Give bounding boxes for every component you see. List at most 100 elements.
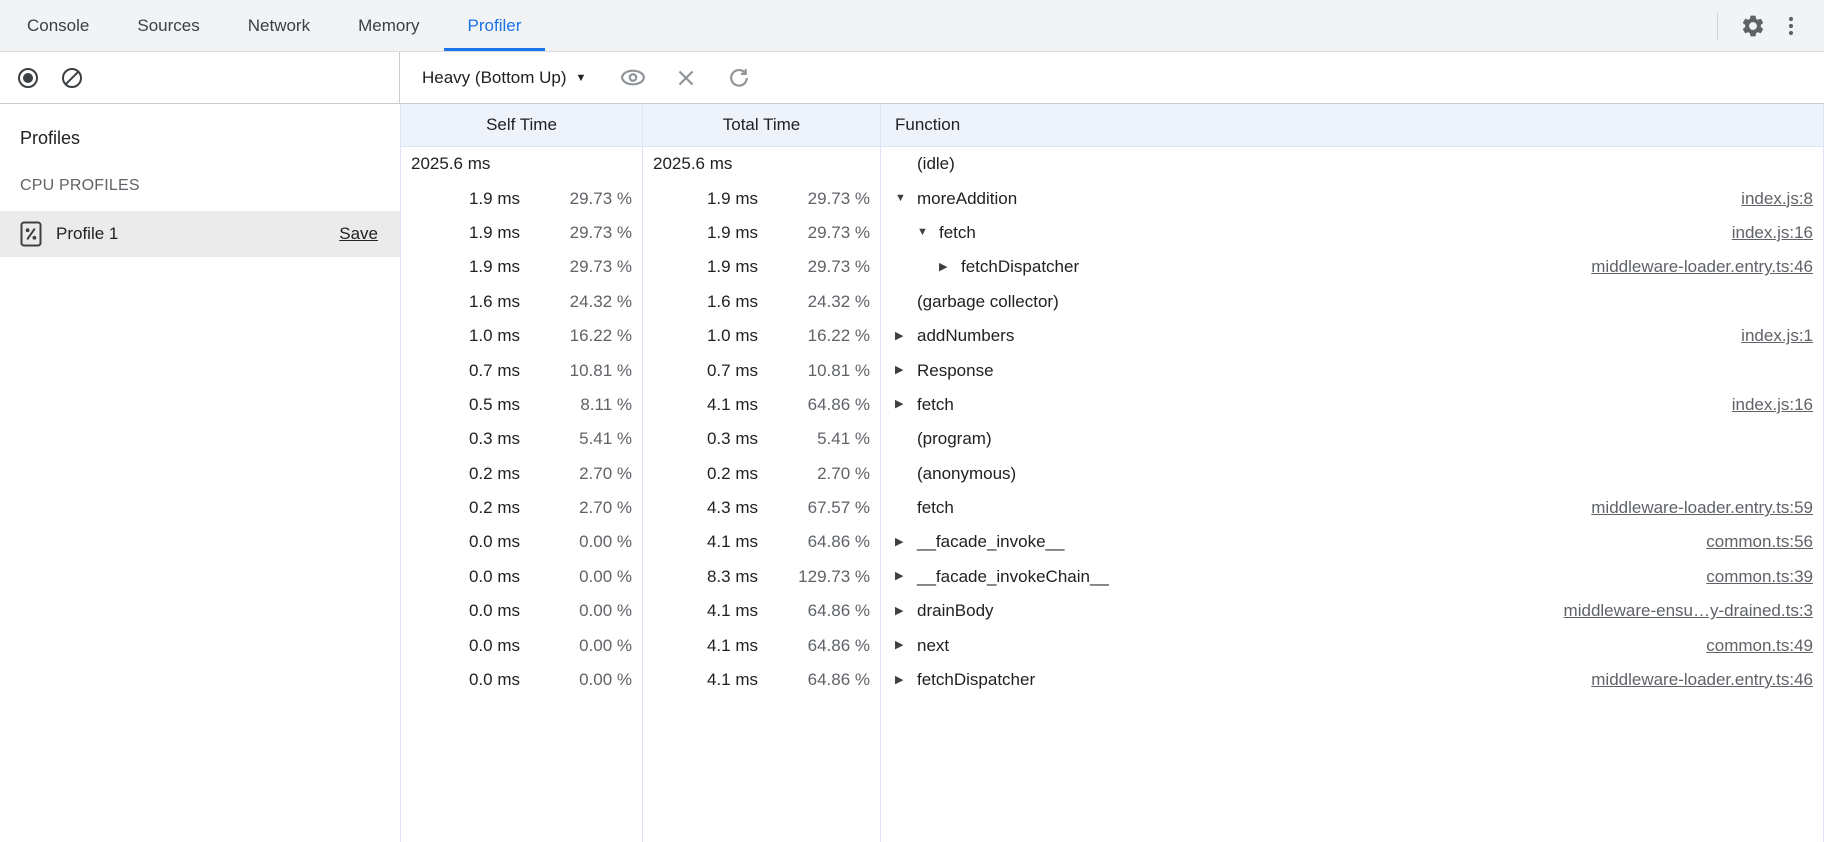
table-row[interactable]: 1.9 ms 29.73 % 1.9 ms 29.73 % ▶ fetchDis… — [401, 250, 1823, 285]
tab-network[interactable]: Network — [247, 15, 311, 35]
source-link[interactable]: index.js:1 — [1741, 326, 1813, 346]
save-link[interactable]: Save — [339, 224, 378, 243]
function-cell: (idle) — [881, 147, 1823, 181]
profiles-sidebar: Profiles CPU PROFILES Profile 1 Save — [0, 104, 400, 842]
source-link[interactable]: middleware-ensu…y-drained.ts:3 — [1563, 601, 1813, 621]
disclosure-arrow-icon[interactable]: ▶ — [939, 260, 948, 273]
exclude-function-button[interactable] — [673, 65, 699, 91]
source-link[interactable]: common.ts:49 — [1706, 635, 1813, 655]
total-time-ms: 0.2 ms — [706, 463, 758, 483]
table-row[interactable]: 0.2 ms 2.70 % 4.3 ms 67.57 % fetch middl… — [401, 490, 1823, 526]
table-row[interactable]: 0.0 ms 0.00 % 8.3 ms 129.73 % ▶ __facade… — [401, 559, 1823, 595]
function-name: (program) — [917, 429, 992, 449]
total-time-pct: 64.86 % — [807, 635, 870, 655]
self-time-cell: 2025.6 ms — [401, 147, 643, 182]
function-cell: fetch middleware-loader.entry.ts:59 — [881, 491, 1823, 525]
restore-functions-button[interactable] — [726, 65, 752, 91]
table-row[interactable]: 0.7 ms 10.81 % 0.7 ms 10.81 % ▶ Response — [401, 353, 1823, 388]
profile-item[interactable]: Profile 1 Save — [0, 211, 400, 257]
more-options-button[interactable] — [1772, 7, 1810, 45]
tab-profiler[interactable]: Profiler — [444, 0, 546, 51]
clear-profiles-button[interactable] — [60, 66, 84, 90]
column-header-self-time[interactable]: Self Time — [401, 104, 643, 146]
disclosure-arrow-icon[interactable]: ▶ — [895, 604, 904, 617]
view-toolbar: Heavy (Bottom Up) ▼ — [400, 52, 1824, 104]
disclosure-arrow-icon[interactable]: ▶ — [895, 639, 904, 652]
column-header-function[interactable]: Function — [895, 115, 961, 134]
table-row[interactable]: 0.0 ms 0.00 % 4.1 ms 64.86 % ▶ __facade_… — [401, 525, 1823, 560]
self-time-ms: 0.7 ms — [468, 360, 520, 380]
refresh-icon — [730, 68, 749, 87]
source-link[interactable]: middleware-loader.entry.ts:59 — [1591, 498, 1813, 518]
self-time-pct: 0.00 % — [579, 601, 632, 621]
table-row[interactable]: 1.6 ms 24.32 % 1.6 ms 24.32 % (garbage c… — [401, 284, 1823, 319]
self-time-ms: 0.5 ms — [468, 394, 520, 414]
total-time-pct: 16.22 % — [807, 326, 870, 346]
source-link[interactable]: common.ts:39 — [1706, 566, 1813, 586]
record-button[interactable] — [16, 66, 40, 90]
disclosure-arrow-icon[interactable]: ▶ — [895, 398, 904, 411]
disclosure-arrow-icon[interactable]: ▶ — [895, 364, 904, 377]
self-time-ms: 0.0 ms — [468, 635, 520, 655]
view-mode-select[interactable]: Heavy (Bottom Up) ▼ — [422, 68, 586, 88]
source-link[interactable]: middleware-loader.entry.ts:46 — [1591, 257, 1813, 277]
profiler-controls — [0, 52, 400, 104]
total-time-pct: 64.86 % — [807, 532, 870, 552]
self-time-ms: 0.2 ms — [468, 463, 520, 483]
tab-console[interactable]: Console — [27, 15, 90, 35]
table-row[interactable]: 1.0 ms 16.22 % 1.0 ms 16.22 % ▶ addNumbe… — [401, 318, 1823, 354]
total-time-ms: 1.9 ms — [706, 257, 758, 277]
table-row[interactable]: 0.5 ms 8.11 % 4.1 ms 64.86 % ▶ fetch ind… — [401, 387, 1823, 423]
x-icon — [679, 70, 694, 85]
disclosure-arrow-icon[interactable]: ▶ — [895, 673, 904, 686]
function-name: (garbage collector) — [917, 291, 1059, 311]
total-time-ms: 4.1 ms — [706, 601, 758, 621]
total-time-cell: 1.0 ms 16.22 % — [643, 318, 881, 354]
table-row[interactable]: 0.0 ms 0.00 % 4.1 ms 64.86 % ▶ fetchDisp… — [401, 662, 1823, 698]
table-row[interactable]: 1.9 ms 29.73 % 1.9 ms 29.73 % ▼ fetch in… — [401, 215, 1823, 251]
disclosure-arrow-icon[interactable]: ▶ — [895, 570, 904, 583]
table-row[interactable]: 0.3 ms 5.41 % 0.3 ms 5.41 % (program) — [401, 422, 1823, 457]
self-time-ms: 1.9 ms — [468, 222, 520, 242]
table-row[interactable]: 1.9 ms 29.73 % 1.9 ms 29.73 % ▼ moreAddi… — [401, 181, 1823, 216]
disclosure-arrow-icon[interactable]: ▶ — [895, 535, 904, 548]
total-time-ms: 2025.6 ms — [653, 154, 733, 174]
table-row[interactable]: 0.2 ms 2.70 % 0.2 ms 2.70 % (anonymous) — [401, 456, 1823, 491]
table-row[interactable]: 0.0 ms 0.00 % 4.1 ms 64.86 % ▶ next comm… — [401, 628, 1823, 663]
tab-sources[interactable]: Sources — [137, 15, 200, 35]
function-name: (idle) — [917, 154, 955, 174]
source-link[interactable]: common.ts:56 — [1706, 532, 1813, 552]
function-cell: ▶ __facade_invoke__ common.ts:56 — [881, 525, 1823, 559]
self-time-cell: 0.0 ms 0.00 % — [401, 559, 643, 595]
source-link[interactable]: index.js:8 — [1741, 188, 1813, 208]
profile-icon — [20, 221, 42, 247]
tab-memory[interactable]: Memory — [358, 15, 420, 35]
disclosure-arrow-icon[interactable]: ▶ — [895, 329, 904, 342]
table-row[interactable]: 0.0 ms 0.00 % 4.1 ms 64.86 % ▶ drainBody… — [401, 594, 1823, 629]
source-link[interactable]: index.js:16 — [1731, 222, 1813, 242]
self-time-ms: 1.9 ms — [468, 257, 520, 277]
self-time-ms: 0.0 ms — [468, 566, 520, 586]
self-time-cell: 0.5 ms 8.11 % — [401, 387, 643, 423]
self-time-cell: 1.0 ms 16.22 % — [401, 318, 643, 354]
function-cell: (anonymous) — [881, 457, 1823, 491]
tabbar-divider — [1717, 11, 1718, 40]
self-time-cell: 1.9 ms 29.73 % — [401, 250, 643, 285]
disclosure-arrow-icon[interactable]: ▼ — [895, 192, 906, 205]
focus-function-button[interactable] — [620, 65, 646, 91]
function-name: moreAddition — [917, 188, 1018, 208]
source-link[interactable]: index.js:16 — [1731, 394, 1813, 414]
self-time-cell: 1.6 ms 24.32 % — [401, 284, 643, 319]
chevron-down-icon: ▼ — [575, 71, 587, 84]
source-link[interactable]: middleware-loader.entry.ts:46 — [1591, 670, 1813, 690]
cpu-profiles-section-label: CPU PROFILES — [20, 177, 140, 194]
self-time-pct: 10.81 % — [569, 360, 632, 380]
table-row[interactable]: 2025.6 ms 2025.6 ms (idle) — [401, 147, 1823, 182]
self-time-pct: 2.70 % — [579, 463, 632, 483]
self-time-ms: 0.0 ms — [468, 670, 520, 690]
column-header-total-time[interactable]: Total Time — [643, 104, 881, 146]
settings-button[interactable] — [1734, 7, 1772, 45]
total-time-pct: 64.86 % — [807, 670, 870, 690]
function-name: drainBody — [917, 601, 994, 621]
disclosure-arrow-icon[interactable]: ▼ — [917, 226, 928, 239]
